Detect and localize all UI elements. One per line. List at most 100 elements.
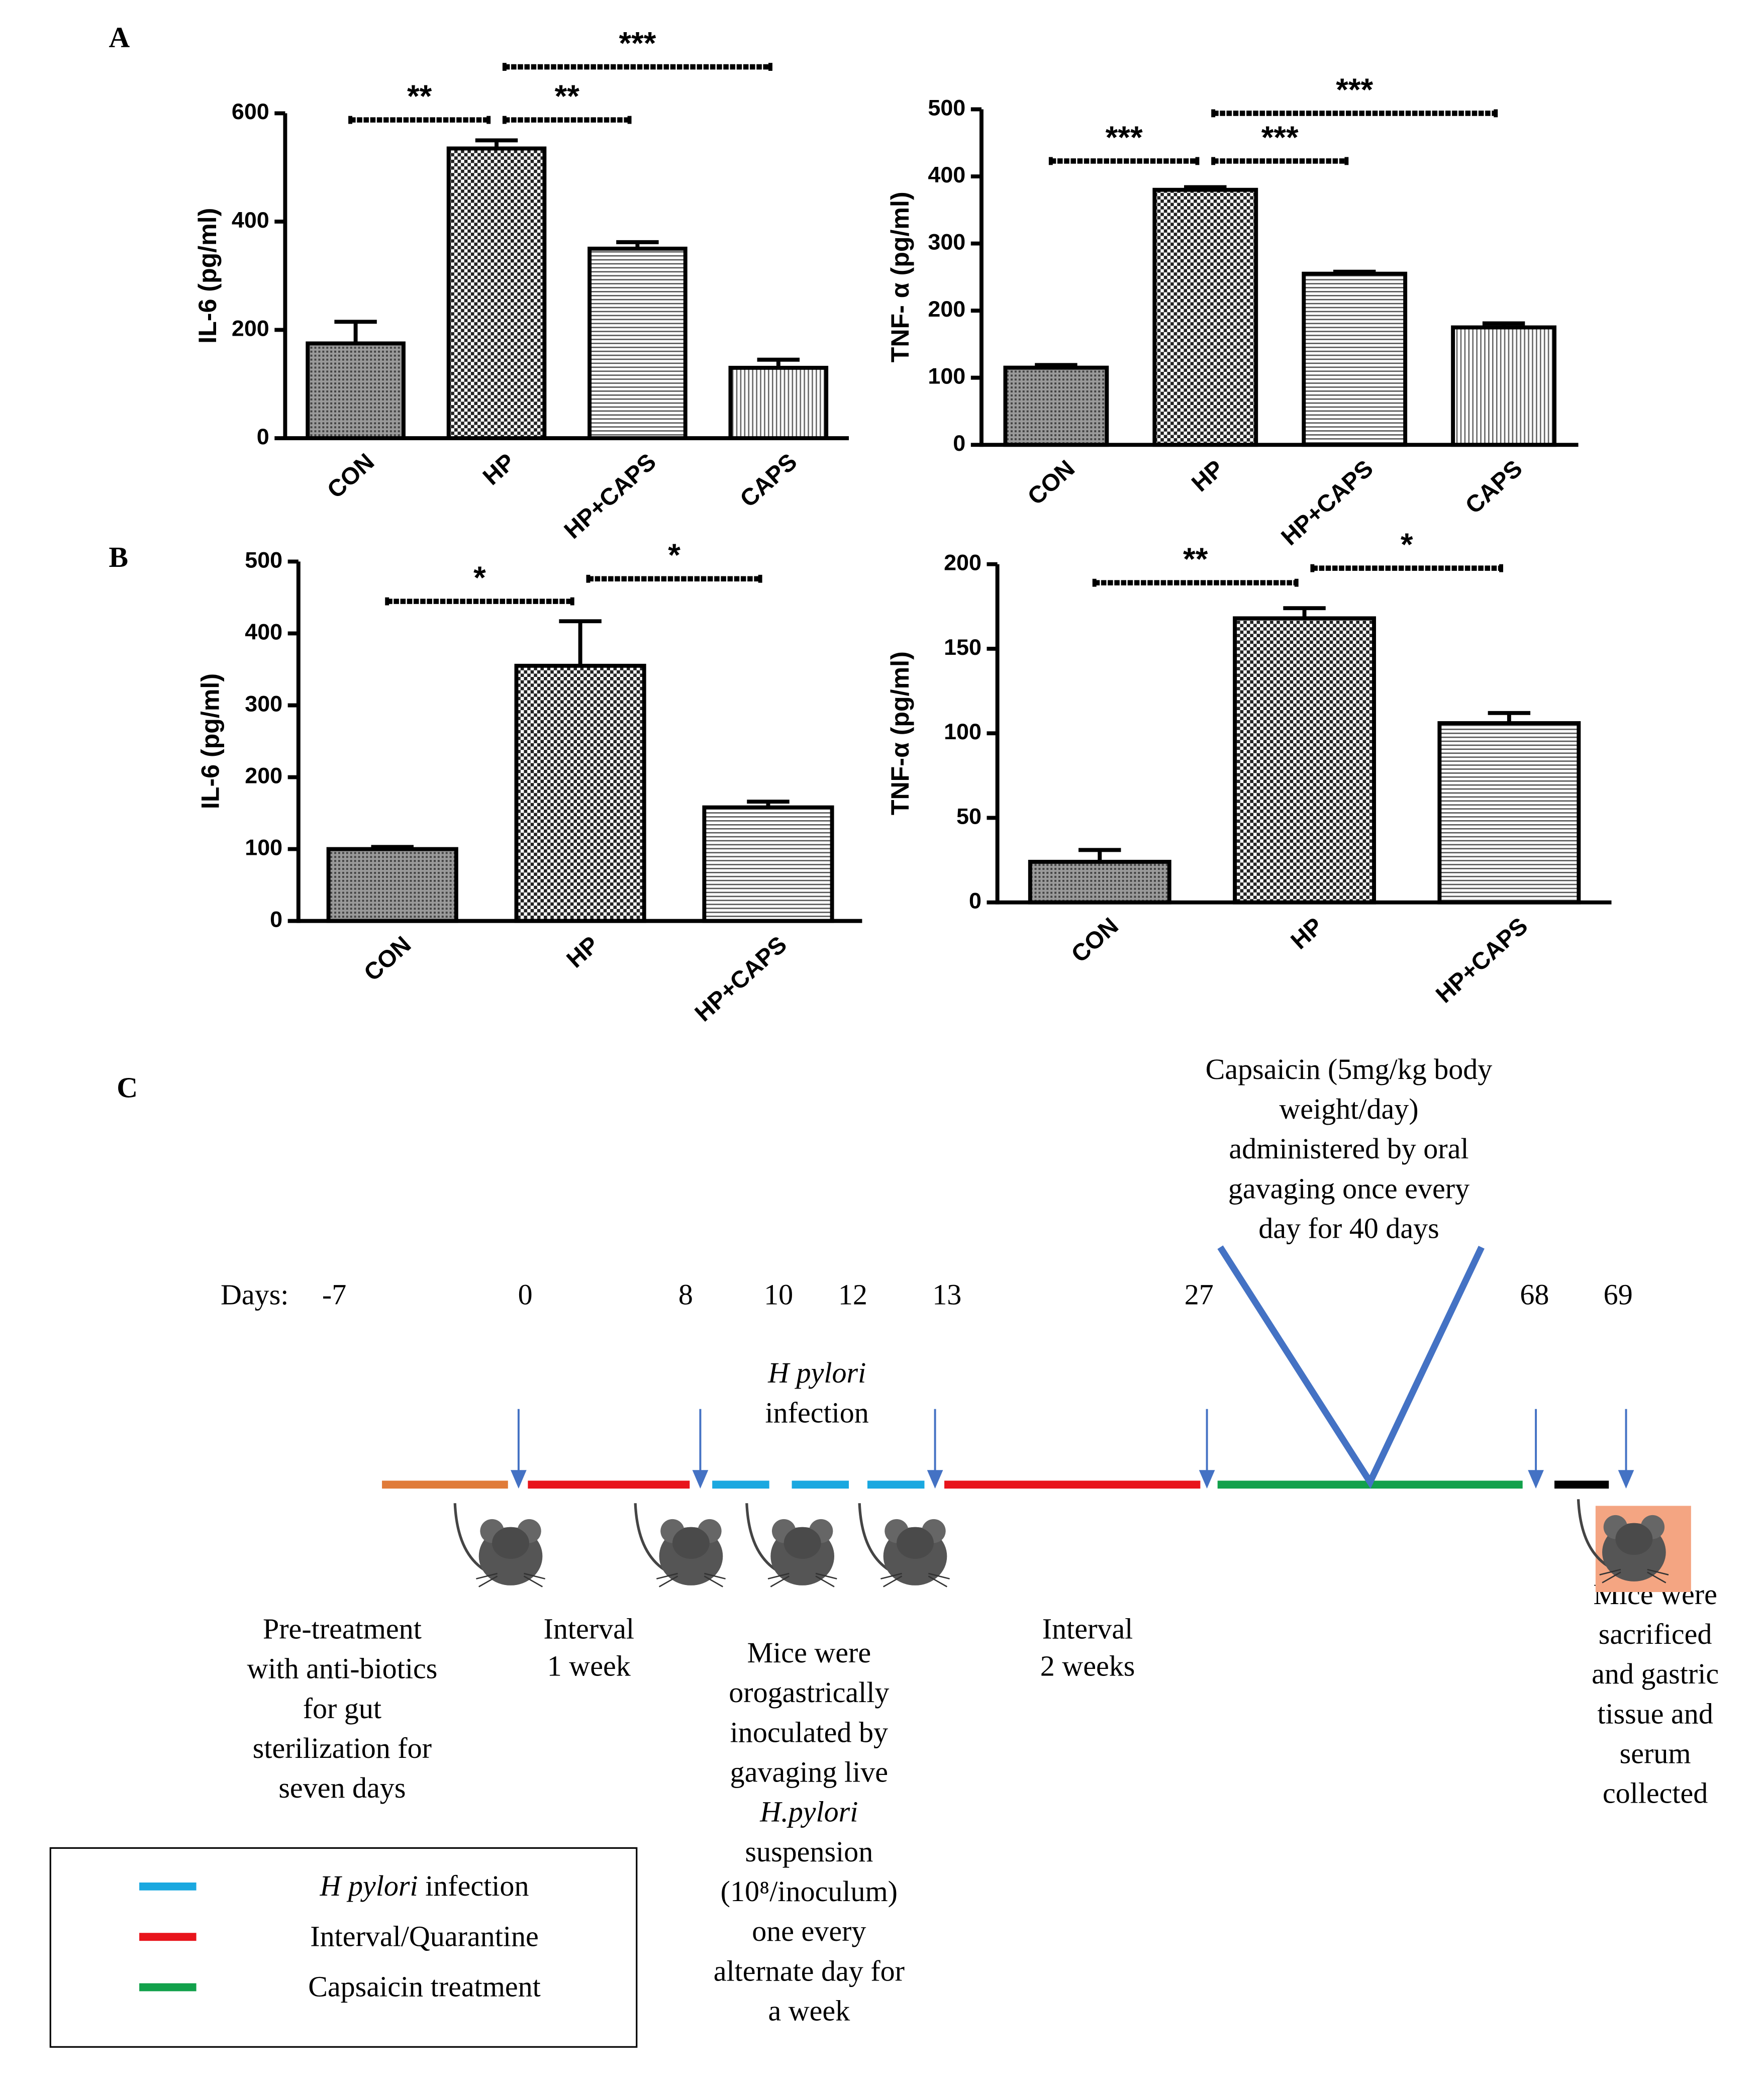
capsaicin-lines — [1217, 1245, 1485, 1489]
significance-label: *** — [1336, 72, 1373, 108]
y-axis-label: IL-6 (pg/ml) — [193, 208, 222, 344]
bar — [326, 847, 458, 923]
phase-note: H.pylori — [759, 1796, 858, 1828]
phase-note: serum — [1620, 1737, 1691, 1770]
y-tick-label: 100 — [928, 363, 965, 388]
x-tick-label: HP — [478, 448, 521, 490]
phase-note: alternate day for — [714, 1954, 905, 1987]
y-tick-label: 0 — [969, 888, 982, 914]
legend-label-space — [418, 1869, 426, 1902]
y-axis-label: TNF-α (pg/ml) — [886, 651, 914, 815]
phase-note: for gut — [303, 1692, 381, 1725]
bar — [1233, 616, 1376, 905]
y-tick-label: 200 — [944, 550, 982, 575]
y-tick-label: 200 — [232, 315, 269, 341]
mouse-icon — [634, 1503, 726, 1588]
mouse-head — [1615, 1523, 1653, 1555]
x-tick-label: HP+CAPS — [1276, 455, 1378, 551]
y-tick-label: 300 — [928, 229, 965, 254]
x-tick-label: HP — [1187, 455, 1229, 498]
x-tick-label: CON — [322, 448, 379, 504]
y-tick-label: 0 — [257, 424, 269, 449]
mouse-whiskers — [767, 1572, 837, 1588]
significance-label: ** — [555, 79, 580, 114]
infection-label: H pylori — [767, 1356, 866, 1389]
bar — [1437, 721, 1581, 905]
significance-label: ** — [407, 79, 432, 114]
y-axis-label: TNF- α (pg/ml) — [886, 191, 914, 362]
legend-box — [49, 1847, 638, 2048]
phase-note: 1 week — [547, 1649, 631, 1682]
panel-label: B — [109, 541, 128, 573]
legend-label: Capsaicin treatment — [308, 1970, 541, 2003]
days-label: Days: — [221, 1278, 288, 1311]
significance-label: *** — [1261, 120, 1299, 155]
mouse-head — [672, 1527, 710, 1559]
arrow-head — [1618, 1470, 1634, 1489]
x-tick-label: HP+CAPS — [559, 448, 661, 544]
y-tick-label: 400 — [928, 162, 965, 187]
x-tick-label: HP — [1286, 913, 1328, 955]
x-tick-label: CON — [359, 931, 416, 986]
significance-label: * — [473, 560, 486, 596]
mouse-head — [783, 1527, 821, 1559]
bar — [514, 663, 646, 923]
bar — [1302, 271, 1408, 447]
day-label: 12 — [838, 1278, 867, 1311]
day-label: 10 — [764, 1278, 793, 1311]
y-tick-label: 600 — [232, 98, 269, 124]
day-label: 0 — [518, 1278, 533, 1311]
capsaicin-note: weight/day) — [1279, 1093, 1418, 1125]
mouse-whiskers — [880, 1572, 950, 1588]
x-tick-label: CAPS — [1460, 455, 1528, 520]
mouse-whiskers — [656, 1572, 726, 1588]
y-axis-label: IL-6 (pg/ml) — [197, 673, 225, 809]
capsaicin-note: gavaging once every — [1228, 1172, 1469, 1205]
phase-note: one every — [752, 1915, 866, 1947]
significance-label: *** — [619, 26, 656, 61]
phase-note: Mice were — [747, 1636, 871, 1669]
day-label: 69 — [1604, 1278, 1633, 1311]
arrow-head — [511, 1470, 527, 1489]
legend-label-text: Capsaicin treatment — [308, 1970, 541, 2003]
bar — [587, 246, 688, 440]
legend-label: Interval/Quarantine — [310, 1920, 538, 1953]
phase-note: gavaging live — [730, 1756, 888, 1789]
panel-label: C — [117, 1071, 138, 1104]
arrow-head — [1199, 1470, 1215, 1489]
mouse-whiskers — [476, 1572, 545, 1588]
mouse-icon — [745, 1503, 837, 1588]
infection-label: infection — [765, 1396, 869, 1429]
day-label: -7 — [322, 1278, 346, 1311]
phase-note: and gastric — [1592, 1657, 1719, 1690]
x-tick-label: HP — [562, 931, 605, 973]
y-tick-label: 400 — [245, 619, 282, 644]
legend-label-text: Interval/Quarantine — [310, 1920, 538, 1953]
y-tick-label: 400 — [232, 207, 269, 233]
mouse-icon — [453, 1503, 545, 1588]
legend-label-text: infection — [425, 1869, 529, 1902]
mouse-icon — [858, 1503, 950, 1588]
y-tick-label: 200 — [245, 762, 282, 788]
mouse-head — [492, 1527, 529, 1559]
bar — [1451, 325, 1556, 447]
phase-note: (10⁸/inoculum) — [721, 1875, 898, 1908]
phase-note: Interval — [1042, 1613, 1133, 1645]
arrow-head — [1528, 1470, 1544, 1489]
x-tick-label: CAPS — [735, 448, 803, 513]
significance-label: *** — [1106, 120, 1143, 155]
capsaicin-note: Capsaicin (5mg/kg body — [1206, 1053, 1493, 1085]
phase-note: sterilization for — [253, 1732, 432, 1764]
panel-label: A — [109, 21, 130, 54]
y-tick-label: 200 — [928, 296, 965, 322]
bar — [728, 365, 829, 440]
day-label: 13 — [932, 1278, 961, 1311]
phase-note: Pre-treatment — [263, 1613, 422, 1645]
bar — [702, 805, 834, 923]
phase-note: with anti-biotics — [247, 1652, 437, 1685]
bar — [306, 341, 406, 440]
mouse-icon — [1577, 1499, 1669, 1584]
x-tick-label: HP+CAPS — [1431, 913, 1533, 1008]
